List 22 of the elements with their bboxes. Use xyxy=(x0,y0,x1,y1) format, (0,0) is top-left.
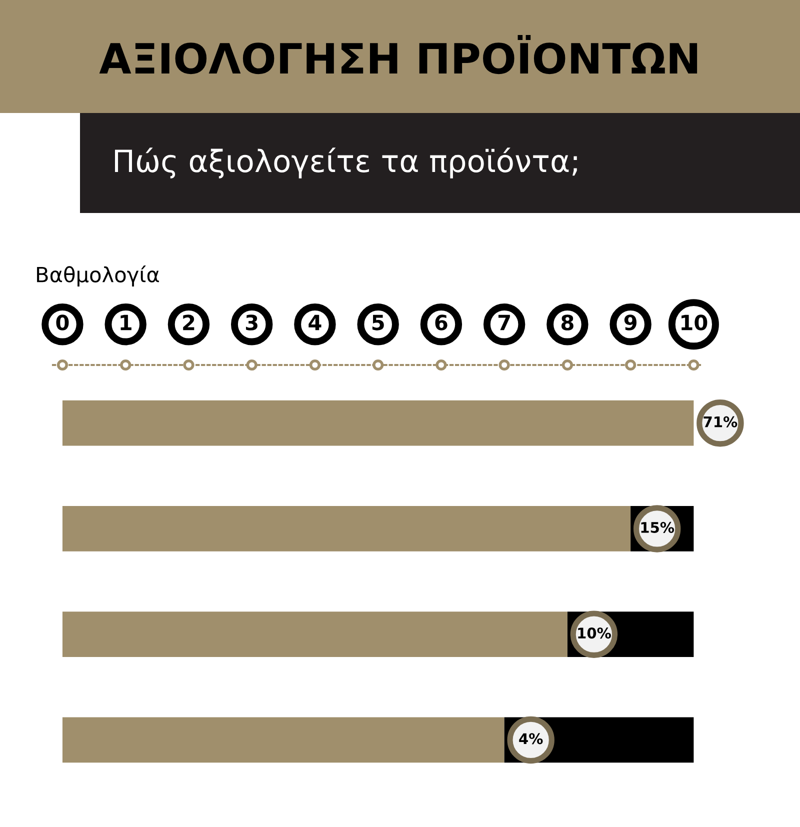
x-tick-label: 6 xyxy=(435,314,448,330)
bar xyxy=(62,717,504,763)
x-axis-title: Βαθμολογία xyxy=(37,266,159,286)
x-tick-label: 8 xyxy=(561,314,574,330)
x-tick-label: 1 xyxy=(120,314,132,330)
x-tick-label: 3 xyxy=(246,314,258,330)
annotation: 4% xyxy=(519,733,543,744)
x-tick-label: 0 xyxy=(56,314,69,330)
x-tick-label: 5 xyxy=(372,314,384,330)
text: 71% xyxy=(704,416,738,428)
bar xyxy=(62,612,568,658)
x-tick-label: 9 xyxy=(624,314,636,330)
chart-title: ΑΞΙΟΛΟΓΗΣΗ ΠΡΟΪΟΝΤΩΝ xyxy=(99,34,698,74)
x-tick-label: 7 xyxy=(498,314,510,330)
x-tick-label: 10 xyxy=(682,314,708,330)
x-tick-label: 2 xyxy=(183,314,194,330)
bar xyxy=(62,400,694,446)
bar xyxy=(62,506,631,552)
chart-subtitle: Πώς αξιολογείτε τα προϊόντα; xyxy=(115,148,577,178)
annotation: 15% xyxy=(641,522,674,533)
annotation: 10% xyxy=(578,628,611,639)
x-tick-label: 4 xyxy=(308,314,322,330)
